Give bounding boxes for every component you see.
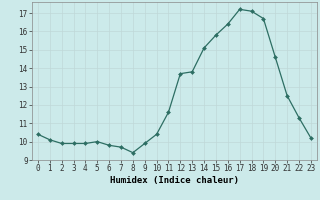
X-axis label: Humidex (Indice chaleur): Humidex (Indice chaleur): [110, 176, 239, 185]
